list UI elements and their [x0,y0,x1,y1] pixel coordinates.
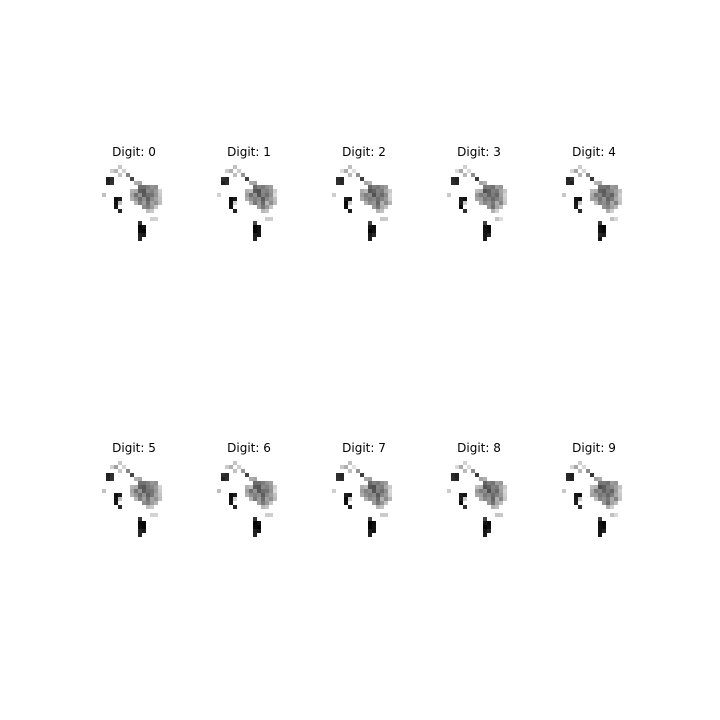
generated-digit-image [213,161,285,245]
panel-title: Digit: 6 [227,441,271,455]
generated-digit-image [443,457,515,541]
generated-digit-image [213,457,285,541]
panel-title: Digit: 4 [572,145,616,159]
panel-title: Digit: 0 [112,145,156,159]
panel-title: Digit: 9 [572,441,616,455]
generated-digit-image [328,457,400,541]
panel-title: Digit: 7 [342,441,386,455]
generated-digit-image [328,161,400,245]
panel-title: Digit: 3 [457,145,501,159]
panel-title: Digit: 8 [457,441,501,455]
generated-digit-image [98,457,170,541]
generated-digit-image [98,161,170,245]
panel-title: Digit: 1 [227,145,271,159]
panel-title: Digit: 5 [112,441,156,455]
generated-digit-image [443,161,515,245]
panel-title: Digit: 2 [342,145,386,159]
generated-digit-image [558,457,630,541]
generated-digit-image [558,161,630,245]
